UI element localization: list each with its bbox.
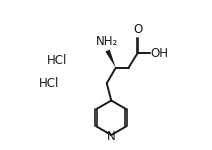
Polygon shape [105,50,116,68]
Text: N: N [107,130,116,143]
Text: HCl: HCl [47,54,67,67]
Text: HCl: HCl [39,77,59,90]
Text: OH: OH [151,47,169,60]
Text: O: O [133,23,142,36]
Text: NH₂: NH₂ [96,35,119,48]
